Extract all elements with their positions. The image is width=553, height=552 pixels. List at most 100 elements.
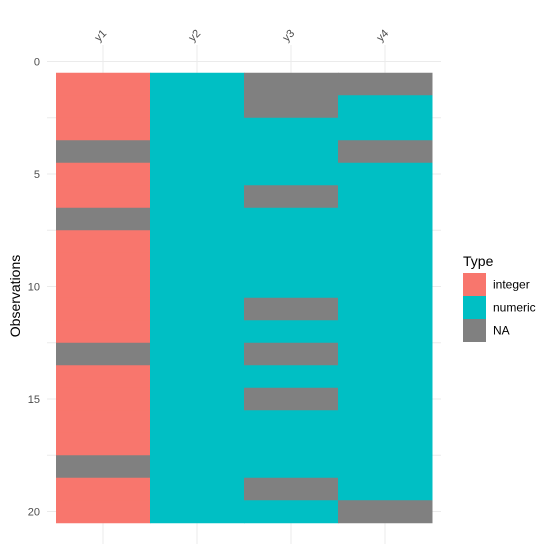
cell-y3-9 (244, 252, 339, 276)
cell-y2-19 (150, 477, 245, 501)
legend-key-na (463, 319, 486, 342)
x-tick-label: y2 (187, 28, 204, 45)
cell-y1-18 (56, 455, 151, 479)
cell-y2-17 (150, 432, 245, 456)
cell-y2-9 (150, 252, 245, 276)
cell-y1-2 (56, 95, 151, 119)
cell-y1-6 (56, 185, 151, 209)
cell-y2-6 (150, 185, 245, 209)
cell-y1-8 (56, 230, 151, 254)
cell-y1-3 (56, 117, 151, 141)
cell-y4-14 (338, 365, 433, 389)
cell-y4-11 (338, 297, 433, 321)
cell-y3-10 (244, 275, 339, 299)
cell-y3-12 (244, 320, 339, 344)
cell-y4-17 (338, 432, 433, 456)
cell-y1-13 (56, 342, 151, 366)
cell-y1-14 (56, 365, 151, 389)
cell-y3-11 (244, 297, 339, 321)
cell-y2-18 (150, 455, 245, 479)
cell-y1-4 (56, 140, 151, 164)
y-tick-label: 15 (28, 394, 40, 406)
cell-y2-7 (150, 207, 245, 231)
cell-y4-10 (338, 275, 433, 299)
cell-y3-19 (244, 477, 339, 501)
y-tick-label: 0 (34, 57, 40, 69)
y-axis-title: Observations (7, 255, 23, 337)
cell-y3-15 (244, 387, 339, 411)
cell-y1-15 (56, 387, 151, 411)
legend: Type integer numeric NA (463, 253, 536, 342)
x-tick-label: y1 (93, 28, 110, 45)
cell-y2-10 (150, 275, 245, 299)
cell-y4-8 (338, 230, 433, 254)
cell-y2-13 (150, 342, 245, 366)
cell-y2-14 (150, 365, 245, 389)
cell-y2-8 (150, 230, 245, 254)
cell-y3-2 (244, 95, 339, 119)
cell-y1-1 (56, 72, 151, 96)
cell-y1-20 (56, 500, 151, 524)
cell-y4-19 (338, 477, 433, 501)
cell-y4-1 (338, 72, 433, 96)
cell-y1-17 (56, 432, 151, 456)
cell-y3-3 (244, 117, 339, 141)
legend-title: Type (463, 253, 494, 269)
cell-y4-15 (338, 387, 433, 411)
y-tick-labels: 0 5 10 15 20 (28, 57, 40, 519)
cell-y4-7 (338, 207, 433, 231)
cell-y4-13 (338, 342, 433, 366)
legend-label: NA (493, 324, 510, 338)
cell-y3-6 (244, 185, 339, 209)
cell-y2-1 (150, 72, 245, 96)
cell-y3-1 (244, 72, 339, 96)
cell-y4-18 (338, 455, 433, 479)
cell-y4-9 (338, 252, 433, 276)
cell-y1-19 (56, 477, 151, 501)
cell-y3-20 (244, 500, 339, 524)
heatmap-cells (56, 72, 433, 524)
y-tick-label: 20 (28, 507, 40, 519)
legend-key-integer (463, 273, 486, 296)
cell-y2-16 (150, 410, 245, 434)
cell-y3-7 (244, 207, 339, 231)
legend-label: integer (493, 278, 530, 292)
legend-label: numeric (493, 301, 536, 315)
cell-y2-15 (150, 387, 245, 411)
cell-y4-12 (338, 320, 433, 344)
cell-y2-2 (150, 95, 245, 119)
y-tick-label: 10 (28, 282, 40, 294)
cell-y3-13 (244, 342, 339, 366)
cell-y4-20 (338, 500, 433, 524)
cell-y1-7 (56, 207, 151, 231)
x-tick-label: y4 (375, 28, 392, 45)
cell-y1-9 (56, 252, 151, 276)
cell-y4-16 (338, 410, 433, 434)
x-tick-label: y3 (281, 28, 298, 45)
cell-y2-11 (150, 297, 245, 321)
cell-y1-10 (56, 275, 151, 299)
cell-y2-3 (150, 117, 245, 141)
x-tick-labels: y1 y2 y3 y4 (93, 28, 392, 45)
cell-y1-5 (56, 162, 151, 186)
cell-y4-6 (338, 185, 433, 209)
cell-y3-18 (244, 455, 339, 479)
cell-y4-2 (338, 95, 433, 119)
cell-y1-12 (56, 320, 151, 344)
cell-y1-16 (56, 410, 151, 434)
cell-y2-5 (150, 162, 245, 186)
cell-y1-11 (56, 297, 151, 321)
cell-y3-4 (244, 140, 339, 164)
cell-y4-5 (338, 162, 433, 186)
cell-y3-14 (244, 365, 339, 389)
cell-y3-16 (244, 410, 339, 434)
cell-y2-12 (150, 320, 245, 344)
cell-y4-4 (338, 140, 433, 164)
cell-y4-3 (338, 117, 433, 141)
legend-key-numeric (463, 296, 486, 319)
cell-y3-8 (244, 230, 339, 254)
cell-y3-5 (244, 162, 339, 186)
y-tick-label: 5 (34, 169, 40, 181)
cell-y3-17 (244, 432, 339, 456)
